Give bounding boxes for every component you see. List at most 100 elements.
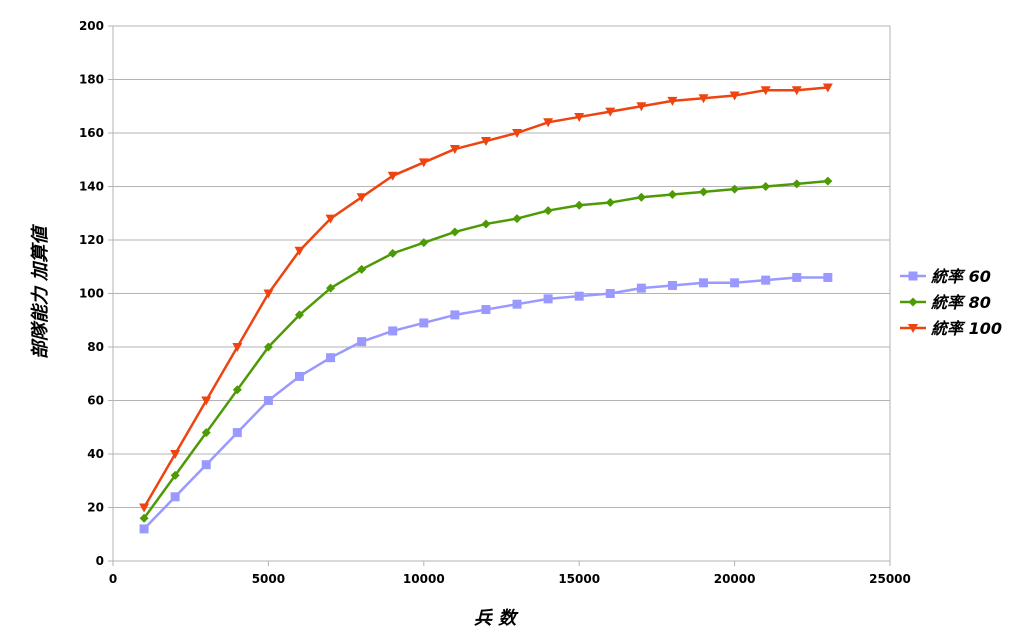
data-point <box>823 176 833 186</box>
data-point <box>170 450 181 459</box>
data-point <box>480 137 491 147</box>
data-point <box>294 371 304 381</box>
data-point <box>232 428 242 438</box>
y-tick-label: 40 <box>87 447 104 461</box>
legend-marker <box>908 297 918 307</box>
data-point <box>481 305 491 315</box>
data-point <box>512 299 522 309</box>
data-point <box>201 428 211 438</box>
legend: 統率 60 統率 80 統率 100 <box>900 267 1002 338</box>
data-point <box>574 291 584 301</box>
data-point <box>761 182 771 191</box>
data-point <box>263 396 273 405</box>
data-point <box>294 246 305 256</box>
series-1 <box>139 272 833 534</box>
data-point <box>699 278 709 288</box>
legend-label: 統率 60 <box>930 267 991 286</box>
data-point <box>636 283 646 293</box>
data-point <box>636 192 646 202</box>
data-point <box>730 278 740 288</box>
x-tick-label: 15000 <box>558 572 600 586</box>
data-point <box>543 206 553 216</box>
legend-label: 統率 100 <box>930 319 1002 338</box>
y-tick-label: 20 <box>87 501 104 515</box>
data-point <box>605 198 615 208</box>
legend-entry: 統率 100 <box>900 319 1002 338</box>
data-point <box>792 179 802 189</box>
data-point <box>729 91 740 101</box>
data-point <box>823 272 833 282</box>
data-point <box>139 513 149 523</box>
series-line <box>143 179 828 519</box>
y-tick-label: 80 <box>87 340 104 354</box>
legend-entry: 統率 60 <box>900 267 991 286</box>
data-point <box>481 219 491 229</box>
data-point <box>232 343 243 352</box>
data-point <box>699 187 709 197</box>
y-tick-label: 0 <box>96 554 104 568</box>
data-point <box>294 310 304 320</box>
data-point <box>326 283 336 293</box>
data-point <box>232 385 242 395</box>
data-point <box>357 337 367 347</box>
data-point <box>792 272 802 282</box>
data-point <box>325 214 336 224</box>
data-point <box>574 200 584 210</box>
data-point <box>761 275 771 285</box>
data-point <box>636 102 647 112</box>
data-point <box>450 310 460 320</box>
data-point <box>822 83 833 93</box>
series-group <box>139 83 833 534</box>
data-point <box>387 171 398 181</box>
data-point <box>419 238 429 248</box>
data-point <box>326 353 336 363</box>
data-point <box>543 294 553 304</box>
y-tick-label: 60 <box>87 394 104 408</box>
data-point <box>605 107 616 117</box>
x-tick-label: 10000 <box>403 572 445 586</box>
data-point <box>263 342 273 352</box>
data-point <box>263 289 274 299</box>
gridlines <box>113 25 890 562</box>
data-point <box>201 396 212 406</box>
x-tick-label: 0 <box>109 572 117 586</box>
data-point <box>388 326 398 336</box>
series-2 <box>139 176 833 523</box>
x-tick-label: 5000 <box>252 572 285 586</box>
data-point <box>388 248 398 258</box>
data-point <box>449 145 460 155</box>
data-point <box>512 214 522 224</box>
y-tick-label: 140 <box>79 180 104 194</box>
data-point <box>139 503 150 513</box>
x-axis-title: 兵 数 <box>474 608 519 629</box>
data-point <box>791 86 802 96</box>
legend-marker <box>908 271 918 281</box>
legend-label: 統率 80 <box>930 293 991 312</box>
legend-marker <box>908 324 918 333</box>
data-point <box>170 492 180 502</box>
y-tick-label: 100 <box>79 287 104 301</box>
series-3 <box>139 83 833 513</box>
data-point <box>450 227 460 237</box>
data-point <box>419 318 429 328</box>
data-point <box>357 264 367 274</box>
data-point <box>543 118 554 128</box>
data-point <box>170 470 180 480</box>
y-tick-label: 120 <box>79 233 104 247</box>
data-point <box>574 112 585 122</box>
data-point <box>201 460 211 470</box>
data-point <box>356 193 367 203</box>
axes: 0 20 40 60 80 100 120 140 160 180 200 0 5000 10000 150… <box>79 19 911 586</box>
y-tick-label: 160 <box>79 126 104 140</box>
data-point <box>667 96 678 106</box>
data-point <box>418 158 429 168</box>
data-point <box>667 280 677 290</box>
data-point <box>698 94 709 104</box>
x-tick-label: 20000 <box>714 572 756 586</box>
data-point <box>512 129 523 138</box>
data-point <box>605 289 615 298</box>
y-tick-label: 180 <box>79 73 104 87</box>
data-point <box>139 524 149 534</box>
